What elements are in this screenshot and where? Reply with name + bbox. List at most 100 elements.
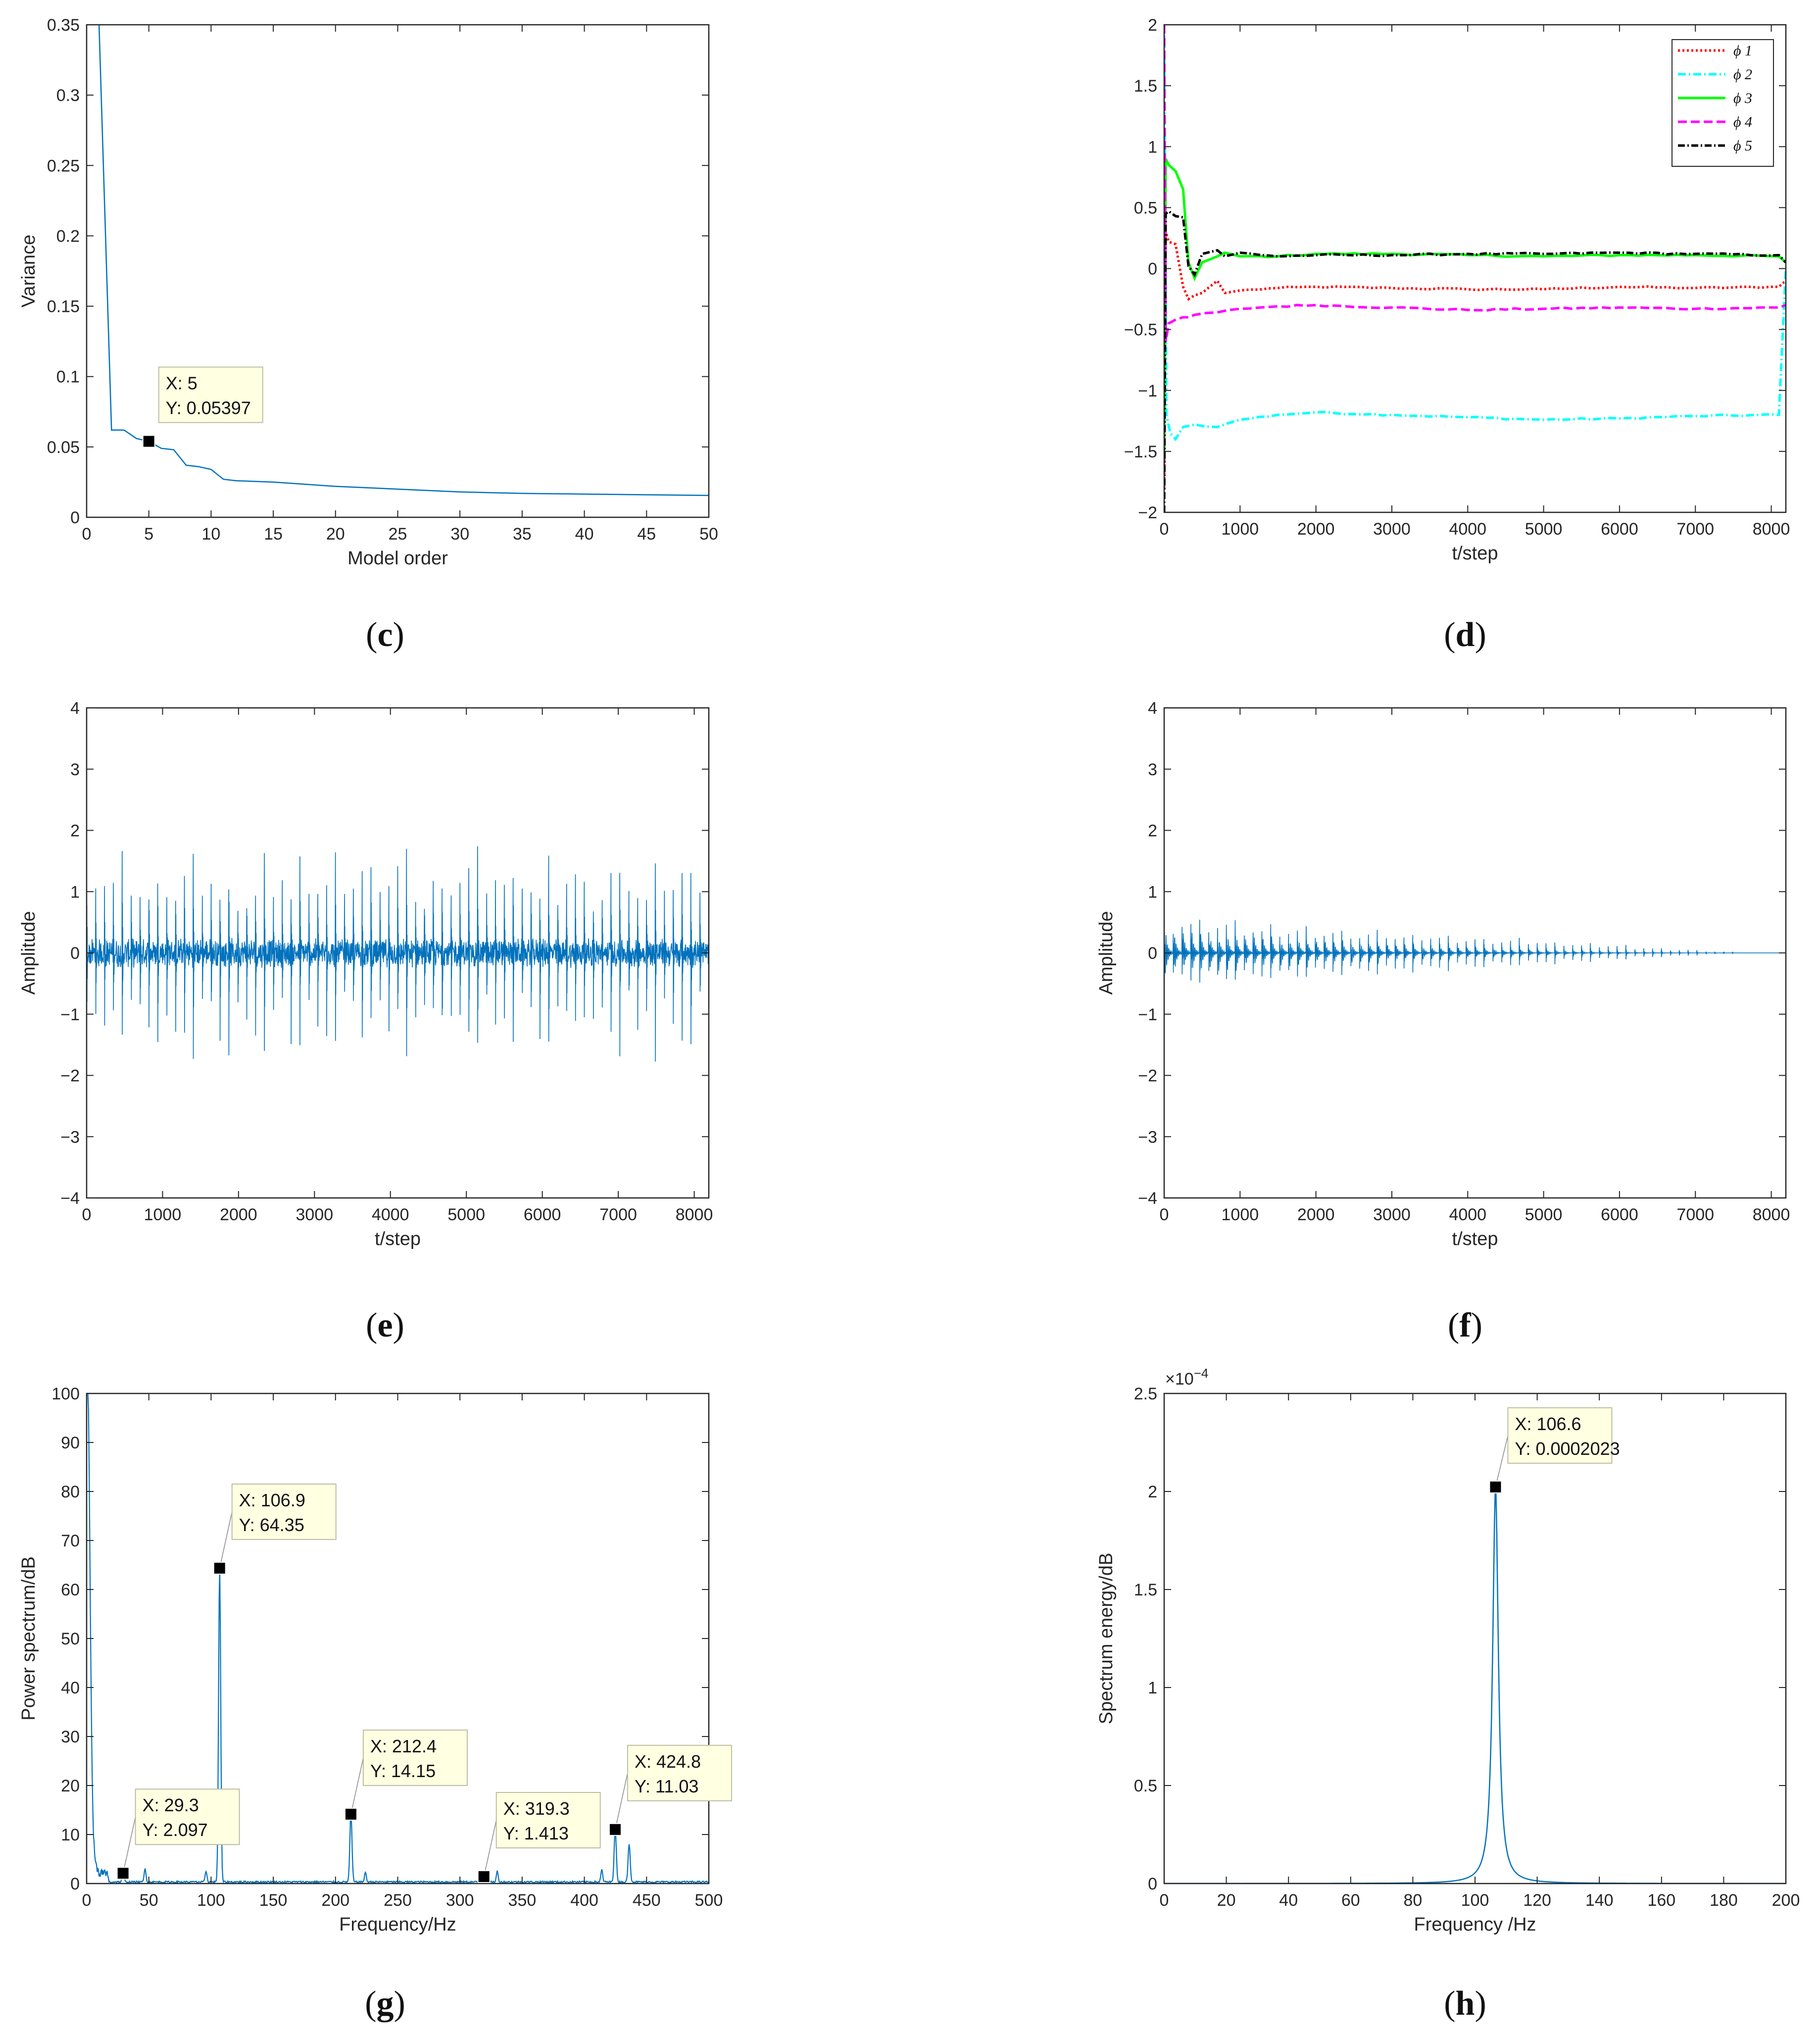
x-tick-label: 5000 [447, 1205, 485, 1224]
datatip-marker [1489, 1480, 1502, 1493]
phi-series-line-5 [1164, 209, 1786, 512]
x-tick-label: 7000 [599, 1205, 637, 1224]
x-tick-label: 100 [197, 1891, 225, 1910]
y-tick-label: 0 [1148, 260, 1157, 279]
x-tick-label: 100 [1461, 1891, 1489, 1910]
x-axis-label: t/step [1452, 543, 1498, 564]
x-tick-label: 2000 [1297, 1205, 1335, 1224]
datatip-y-value: Y: 11.03 [635, 1776, 698, 1796]
x-tick-label: 4000 [1449, 1205, 1486, 1224]
x-tick-label: 500 [695, 1891, 723, 1910]
panel-e-amplitude-chart: 0 1000 2000 3000 4000 5000 6000 7000 8000 −4 −3 −2 −… [18, 699, 713, 1249]
datatip-box [495, 1792, 601, 1849]
x-tick-label: 180 [1710, 1891, 1738, 1910]
x-tick-label: 2000 [220, 1205, 257, 1224]
datatip-marker [344, 1807, 357, 1821]
y-tick-label: 0.15 [47, 298, 80, 316]
amplitude-signal-line [87, 846, 709, 1062]
plot-frame [1163, 707, 1787, 1199]
x-tick-label: 120 [1523, 1891, 1551, 1910]
datatip-y-value: Y: 64.35 [239, 1515, 304, 1535]
panel-g-power-spectrum-chart: 0 50 100 150 200 250 300 350 400 450 500 0 10 20 30 40 5… [18, 1385, 732, 1935]
datatip-box [627, 1744, 732, 1801]
y-tick-label: 3 [70, 760, 80, 779]
y-tick-label: −3 [60, 1128, 80, 1146]
x-tick-label: 200 [1772, 1891, 1800, 1910]
x-tick-label: 8000 [676, 1205, 713, 1224]
x-tick-label: 1000 [1222, 520, 1259, 539]
y-tick-label: −2 [1138, 503, 1157, 522]
x-tick-label: 8000 [1753, 520, 1790, 539]
y-axis-label: Amplitude [18, 911, 39, 995]
y-exponent-label: ×10−4 [1165, 1366, 1208, 1389]
x-tick-label: 400 [570, 1891, 598, 1910]
x-tick-label: 0 [1160, 1205, 1169, 1224]
y-tick-label: 0.25 [47, 156, 80, 175]
datatip-x-value: X: 5 [166, 373, 197, 394]
datatip-x-value: X: 424.8 [635, 1751, 701, 1772]
datatip-marker [477, 1870, 491, 1884]
y-tick-label: 1.5 [1134, 77, 1157, 96]
datatip-marker [116, 1867, 130, 1880]
y-tick-label: 1 [1148, 883, 1157, 901]
x-tick-label: 450 [633, 1891, 661, 1910]
x-tick-label: 50 [140, 1891, 158, 1910]
datatip-y-value: Y: 2.097 [143, 1820, 208, 1840]
y-tick-label: 90 [61, 1434, 80, 1452]
x-tick-label: 4000 [372, 1205, 409, 1224]
y-tick-label: 1 [1148, 1679, 1157, 1697]
y-tick-label: −1 [1138, 382, 1157, 400]
legend-box [1672, 39, 1774, 167]
y-tick-label: −2 [1138, 1067, 1157, 1086]
y-tick-label: 0.3 [56, 86, 80, 105]
datatip-x-value: X: 106.9 [239, 1490, 305, 1510]
amplitude-signal-line [1164, 914, 1786, 989]
panel-caption-f: (f) [1448, 1306, 1482, 1344]
y-tick-label: −4 [60, 1189, 80, 1208]
legend-label-4: ϕ 4 [1733, 114, 1752, 130]
plot-area-f [1164, 914, 1786, 989]
y-axis-label: Spectrum energy/dB [1096, 1553, 1117, 1724]
variance-series-line [98, 25, 709, 497]
y-tick-label: 2.5 [1134, 1385, 1157, 1403]
x-tick-label: 5000 [1525, 1205, 1563, 1224]
y-tick-label: 0.05 [47, 438, 80, 457]
y-tick-label: 70 [61, 1532, 80, 1550]
y-tick-label: −1 [60, 1005, 80, 1024]
y-tick-label: 2 [1148, 16, 1157, 35]
datatip-x-value: X: 29.3 [143, 1795, 199, 1815]
x-tick-label: 0 [82, 1891, 92, 1910]
datatip-y-value: Y: 1.413 [503, 1823, 569, 1843]
spectrum-energy-line [1164, 1490, 1786, 1884]
x-tick-label: 140 [1585, 1891, 1614, 1910]
panel-d-parameter-chart: 0 1000 2000 3000 4000 5000 6000 7000 8000 −2 −1.5 −… [1124, 16, 1790, 564]
x-tick-label: 45 [637, 525, 656, 544]
y-tick-label: 4 [1148, 699, 1157, 718]
x-tick-label: 1000 [1222, 1205, 1259, 1224]
plot-frame [86, 707, 710, 1199]
x-axis-label: Frequency/Hz [339, 1914, 456, 1935]
y-tick-label: 50 [61, 1630, 80, 1648]
phi-series-line-3 [1164, 158, 1786, 451]
y-tick-label: 0.5 [1134, 1777, 1157, 1795]
datatip-connector [483, 1820, 497, 1877]
phi-series-line-1 [1164, 231, 1786, 488]
x-tick-label: 3000 [1373, 1205, 1411, 1224]
x-tick-label: 5 [144, 525, 153, 544]
x-tick-label: 200 [321, 1891, 349, 1910]
datatip-box [1507, 1407, 1613, 1464]
x-tick-label: 0 [82, 1205, 92, 1224]
x-tick-label: 3000 [1373, 520, 1411, 539]
y-tick-label: 0 [70, 508, 80, 527]
datatip-box [362, 1729, 468, 1786]
datatip-connector [615, 1773, 628, 1830]
x-tick-label: 80 [1403, 1891, 1422, 1910]
y-exponent-power: −4 [1194, 1366, 1209, 1381]
y-axis-label: Amplitude [1096, 911, 1117, 995]
y-tick-label: 30 [61, 1728, 80, 1746]
datatip-y-value: Y: 14.15 [370, 1761, 436, 1781]
y-tick-label: 4 [70, 699, 80, 718]
y-tick-label: 1.5 [1134, 1581, 1157, 1599]
datatip-x-value: X: 212.4 [370, 1736, 437, 1756]
x-tick-label: 35 [513, 525, 532, 544]
